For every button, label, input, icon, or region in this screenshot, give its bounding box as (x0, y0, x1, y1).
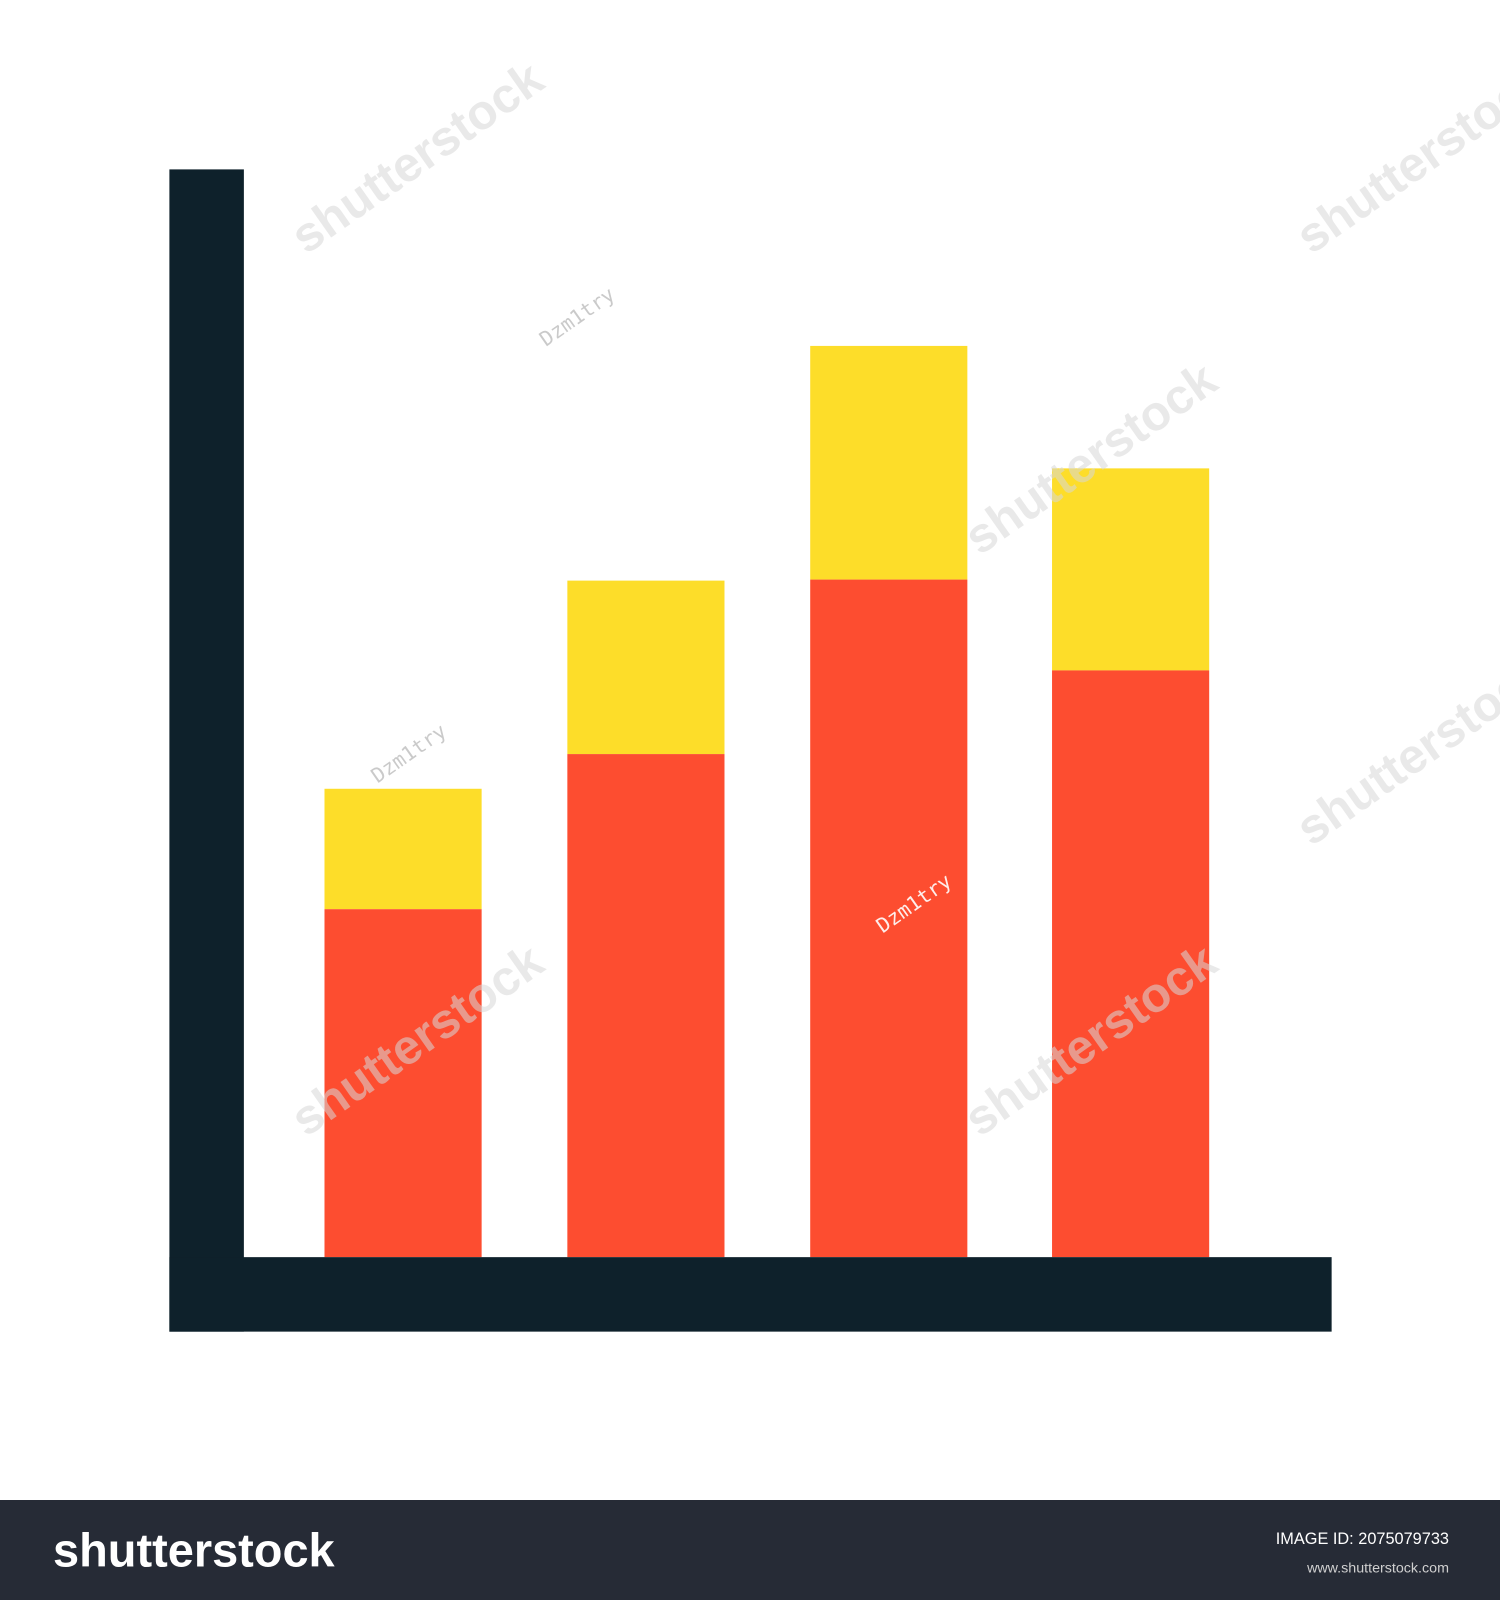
bar-bottom (810, 579, 968, 1258)
y-axis (169, 169, 244, 1332)
chart-icon (169, 169, 1332, 1332)
background (0, 0, 1500, 1500)
footer: shutterstock IMAGE ID: 2075079733 www.sh… (0, 1500, 1500, 1600)
bar-top (810, 345, 968, 580)
bar-top (1052, 468, 1210, 671)
bar-bottom (1052, 670, 1210, 1258)
x-axis (169, 1257, 1332, 1332)
footer-logo: shutterstock (53, 1524, 336, 1576)
image-id: IMAGE ID: 2075079733 (1276, 1530, 1449, 1548)
footer-url: www.shutterstock.com (1306, 1560, 1449, 1576)
bar-bottom (324, 909, 482, 1258)
bar-bottom (567, 754, 725, 1258)
bar-top (567, 580, 725, 755)
bar-top (324, 788, 482, 910)
footer-bar (0, 1500, 1500, 1600)
